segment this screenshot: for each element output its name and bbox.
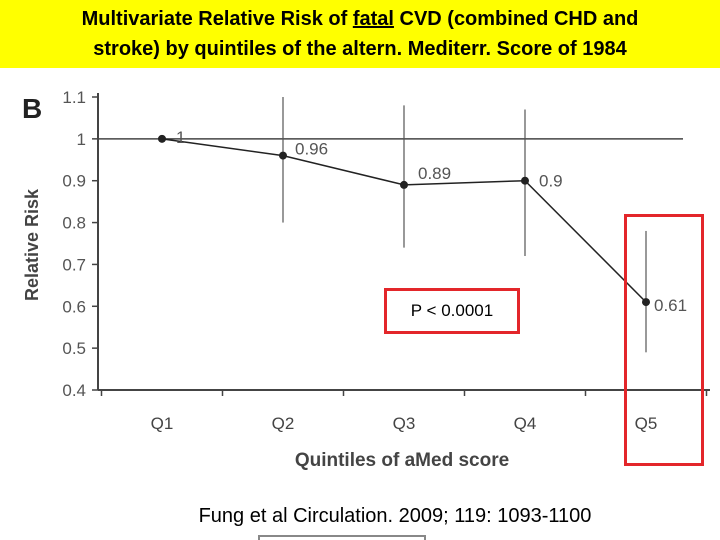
data-point bbox=[279, 151, 287, 160]
x-tick-label: Q5 bbox=[635, 414, 658, 433]
y-axis-label: Relative Risk bbox=[22, 188, 42, 301]
data-point bbox=[400, 180, 408, 189]
y-tick-label: 0.8 bbox=[62, 214, 86, 233]
y-tick-label: 0.4 bbox=[62, 381, 86, 400]
title-line-2: stroke) by quintiles of the altern. Medi… bbox=[93, 38, 627, 60]
title-line-1: Multivariate Relative Risk of fatal CVD … bbox=[81, 8, 639, 30]
data-point bbox=[642, 298, 650, 307]
citation: Fung et al Circulation. 2009; 119: 1093-… bbox=[198, 505, 592, 527]
y-tick-label: 0.9 bbox=[62, 172, 86, 191]
data-point bbox=[521, 176, 529, 185]
title-banner: Multivariate Relative Risk of fatal CVD … bbox=[0, 0, 720, 68]
data-point bbox=[158, 134, 166, 143]
y-tick-label: 1 bbox=[77, 130, 86, 149]
data-label: 0.9 bbox=[539, 172, 563, 191]
y-tick-label: 1.1 bbox=[62, 88, 86, 107]
y-tick-label: 0.7 bbox=[62, 255, 86, 274]
q5-highlight-box bbox=[624, 214, 704, 466]
bottom-bracket bbox=[258, 535, 426, 540]
data-label: 0.89 bbox=[418, 164, 451, 183]
data-label: 1 bbox=[176, 128, 185, 147]
x-tick-label: Q1 bbox=[151, 414, 174, 433]
x-axis-label: Quintiles of aMed score bbox=[295, 450, 509, 471]
x-tick-label: Q4 bbox=[514, 414, 537, 433]
panel-letter: B bbox=[22, 93, 42, 124]
data-label: 0.96 bbox=[295, 140, 328, 159]
data-label: 0.61 bbox=[654, 296, 687, 315]
x-tick-label: Q2 bbox=[272, 414, 295, 433]
y-tick-label: 0.5 bbox=[62, 339, 86, 358]
p-value-box: P < 0.0001 bbox=[384, 288, 520, 334]
y-tick-label: 0.6 bbox=[62, 297, 86, 316]
x-tick-label: Q3 bbox=[393, 414, 416, 433]
